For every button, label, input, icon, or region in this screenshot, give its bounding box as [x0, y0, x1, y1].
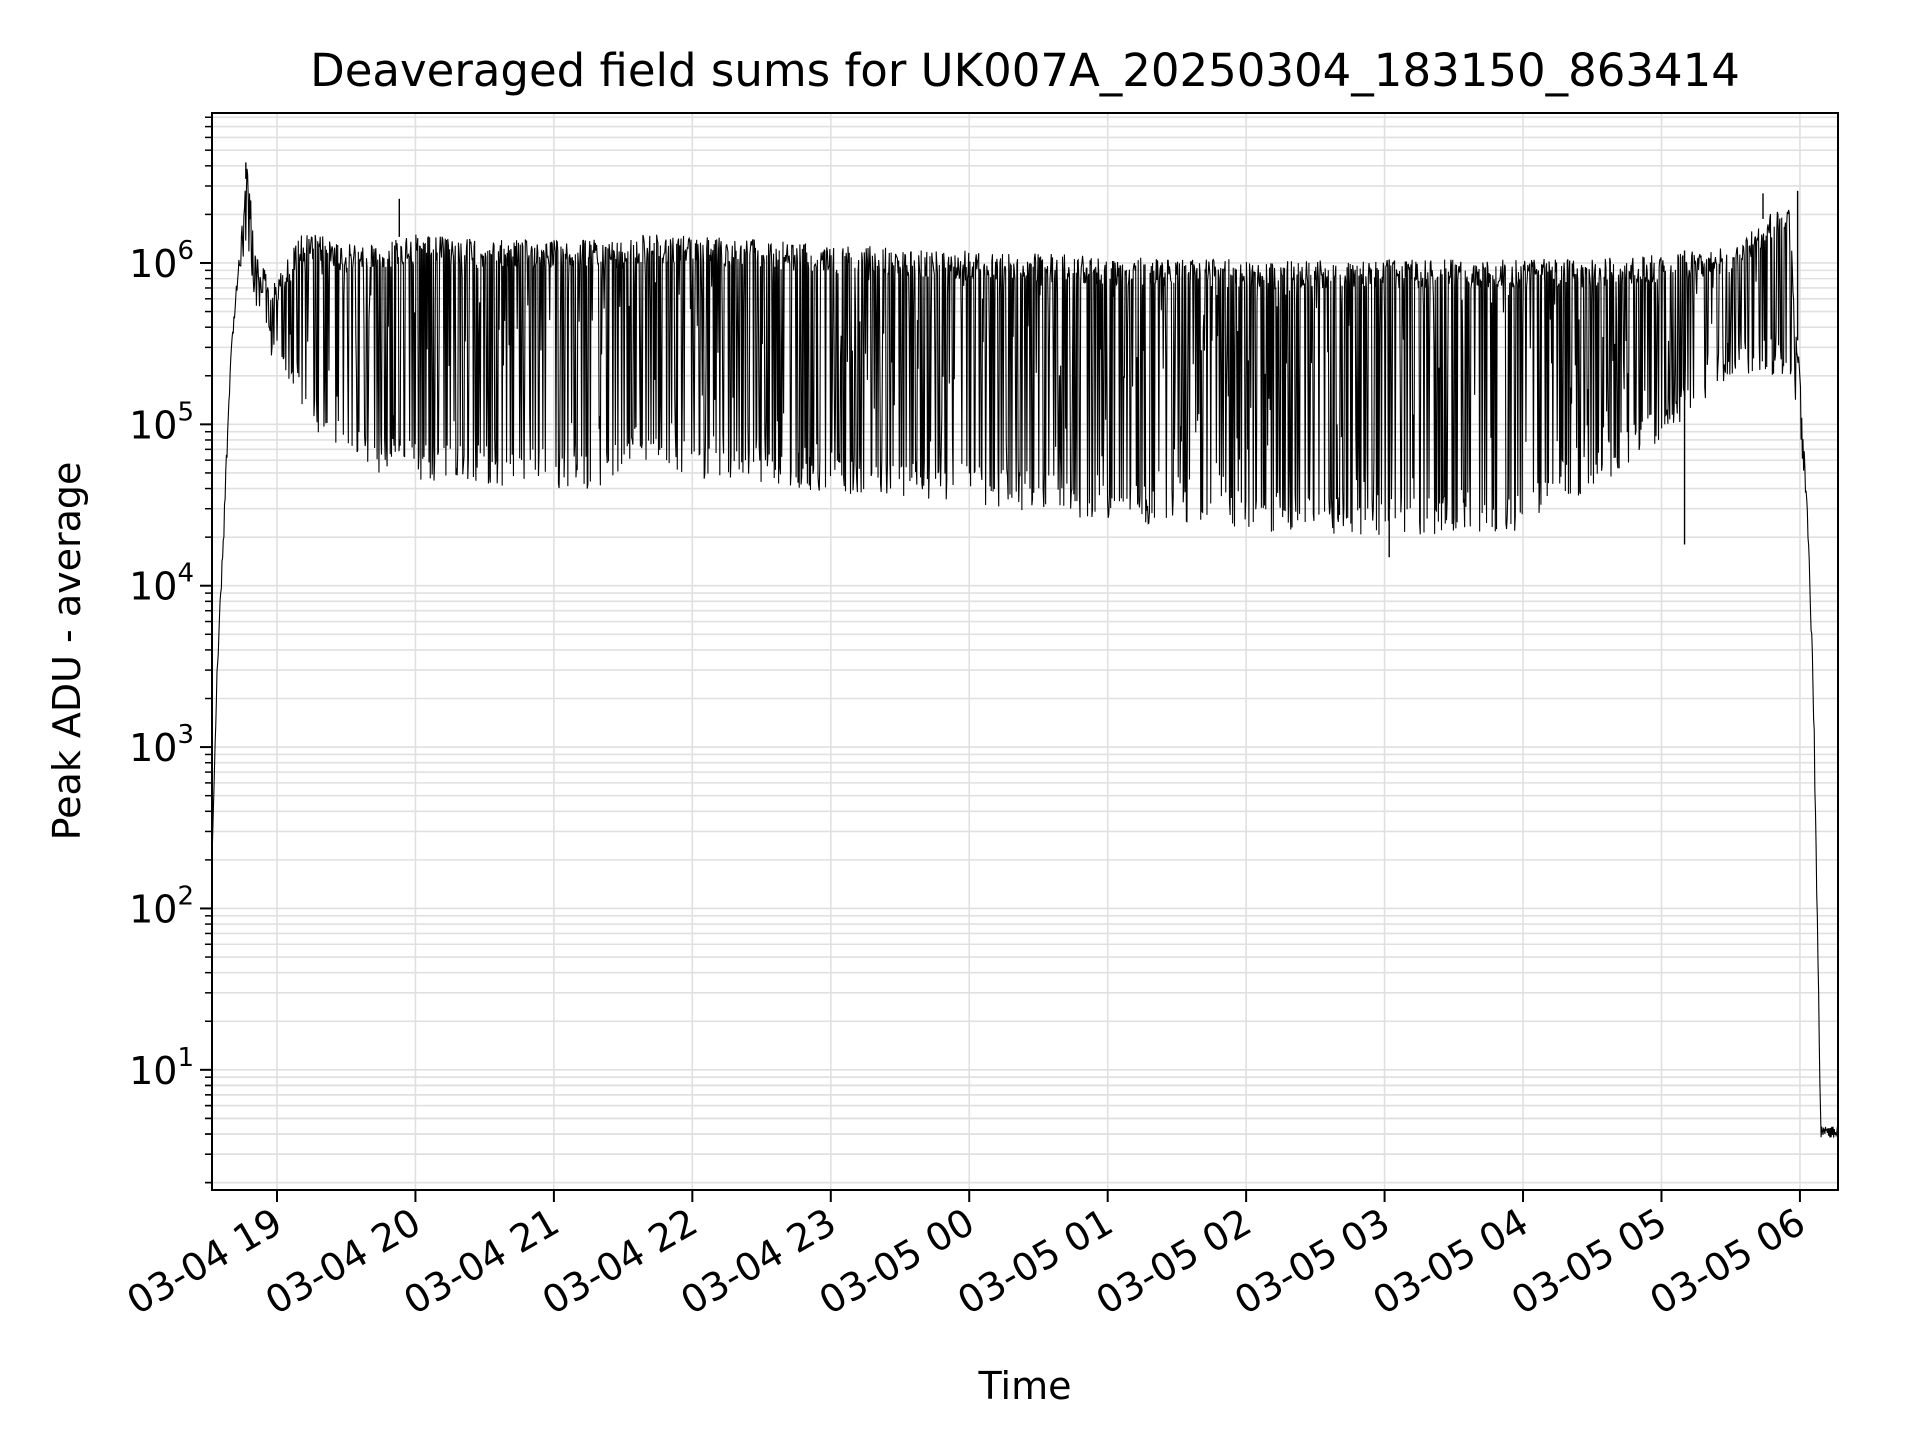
y-tick-label: 105 — [129, 397, 194, 447]
y-tick-label: 106 — [129, 236, 194, 286]
series-line — [211, 168, 1839, 1138]
y-tick-label: 102 — [129, 881, 194, 931]
y-tick-label: 103 — [129, 720, 194, 770]
y-axis: 101 102 103 104 105 106 — [129, 116, 212, 1184]
grid-lines — [212, 113, 1838, 1190]
x-axis-label: Time — [978, 1364, 1072, 1408]
chart-title: Deaveraged field sums for UK007A_2025030… — [310, 44, 1740, 97]
y-axis-label: Peak ADU - average — [45, 462, 89, 841]
y-tick-label: 101 — [129, 1043, 194, 1093]
data-series — [211, 162, 1839, 1138]
plot-frame — [211, 112, 1839, 1191]
y-tick-label: 104 — [129, 559, 194, 609]
